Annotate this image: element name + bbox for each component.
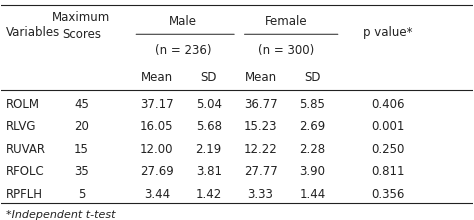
Text: ROLM: ROLM (6, 98, 40, 111)
Text: 0.811: 0.811 (371, 165, 404, 178)
Text: 27.69: 27.69 (140, 165, 174, 178)
Text: 12.00: 12.00 (140, 143, 173, 156)
Text: RPFLH: RPFLH (6, 188, 43, 201)
Text: 0.001: 0.001 (371, 120, 404, 133)
Text: 36.77: 36.77 (244, 98, 277, 111)
Text: 5: 5 (78, 188, 85, 201)
Text: *Independent t-test: *Independent t-test (6, 210, 116, 220)
Text: RLVG: RLVG (6, 120, 36, 133)
Text: 35: 35 (74, 165, 89, 178)
Text: 0.250: 0.250 (371, 143, 404, 156)
Text: Variables: Variables (6, 26, 60, 39)
Text: 5.85: 5.85 (300, 98, 325, 111)
Text: (n = 236): (n = 236) (155, 44, 211, 57)
Text: RFOLC: RFOLC (6, 165, 45, 178)
Text: SD: SD (201, 71, 217, 84)
Text: RUVAR: RUVAR (6, 143, 46, 156)
Text: SD: SD (304, 71, 320, 84)
Text: 12.22: 12.22 (244, 143, 277, 156)
Text: 3.44: 3.44 (144, 188, 170, 201)
Text: 3.33: 3.33 (247, 188, 273, 201)
Text: 2.28: 2.28 (300, 143, 326, 156)
Text: 15: 15 (74, 143, 89, 156)
Text: 1.42: 1.42 (196, 188, 222, 201)
Text: 20: 20 (74, 120, 89, 133)
Text: 37.17: 37.17 (140, 98, 173, 111)
Text: Mean: Mean (245, 71, 277, 84)
Text: (n = 300): (n = 300) (258, 44, 315, 57)
Text: 3.81: 3.81 (196, 165, 222, 178)
Text: 5.68: 5.68 (196, 120, 222, 133)
Text: 0.356: 0.356 (371, 188, 404, 201)
Text: 1.44: 1.44 (299, 188, 326, 201)
Text: 0.406: 0.406 (371, 98, 404, 111)
Text: 2.19: 2.19 (196, 143, 222, 156)
Text: 16.05: 16.05 (140, 120, 173, 133)
Text: 27.77: 27.77 (244, 165, 277, 178)
Text: 3.90: 3.90 (300, 165, 325, 178)
Text: p value*: p value* (363, 26, 412, 39)
Text: Mean: Mean (141, 71, 173, 84)
Text: Female: Female (265, 15, 308, 28)
Text: 45: 45 (74, 98, 89, 111)
Text: 2.69: 2.69 (299, 120, 326, 133)
Text: Male: Male (169, 15, 197, 28)
Text: Maximum
Scores: Maximum Scores (52, 11, 110, 41)
Text: 5.04: 5.04 (196, 98, 222, 111)
Text: 15.23: 15.23 (244, 120, 277, 133)
